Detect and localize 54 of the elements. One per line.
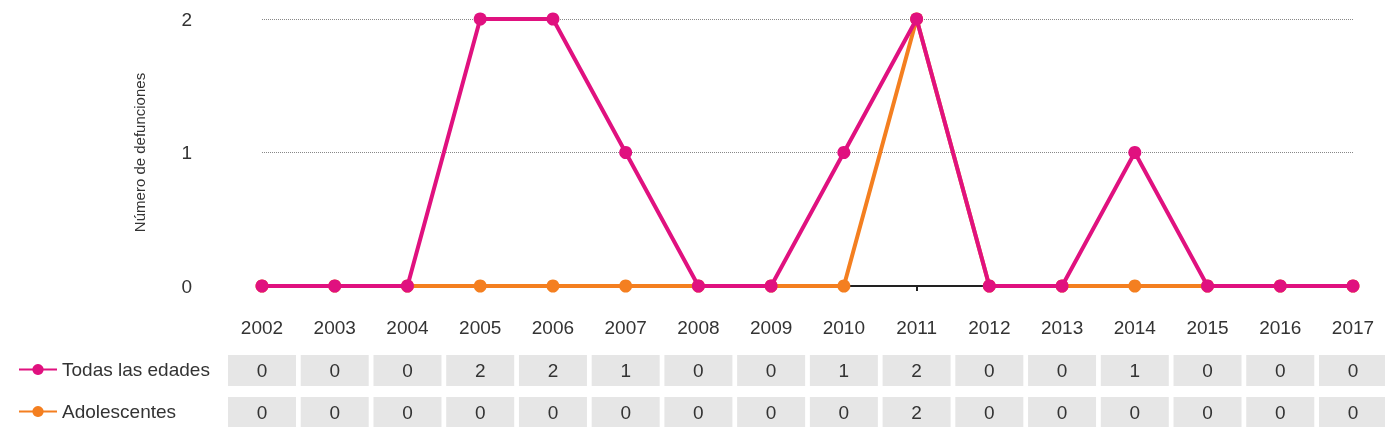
x-tick-label: 2003 — [313, 317, 356, 338]
data-label: 0 — [984, 402, 995, 423]
x-tick-label: 2017 — [1331, 317, 1375, 338]
data-label: 0 — [1202, 360, 1213, 381]
x-tick-label: 2006 — [531, 317, 575, 338]
x-tick-label: 2016 — [1259, 317, 1302, 338]
data-label: 2 — [911, 360, 922, 381]
data-label: 0 — [256, 360, 268, 381]
data-label: 0 — [1056, 402, 1068, 423]
legend-label: Adolescentes — [62, 401, 177, 422]
x-tick-label: 2015 — [1186, 317, 1229, 338]
data-label: 0 — [765, 402, 777, 423]
data-label: 2 — [474, 360, 486, 381]
y-tick-label: 0 — [181, 275, 192, 297]
data-label: 0 — [474, 402, 486, 423]
x-tick-label: 2008 — [677, 317, 720, 338]
data-label: 1 — [1129, 360, 1141, 381]
data-label: 0 — [329, 360, 341, 381]
x-tick-label: 2009 — [749, 317, 793, 338]
data-label: 0 — [620, 402, 631, 423]
x-tick-label: 2011 — [896, 317, 938, 338]
x-tick-label: 2010 — [822, 317, 866, 338]
data-label: 0 — [838, 402, 850, 423]
data-label: 0 — [1347, 360, 1359, 381]
x-tick-label: 2013 — [1040, 317, 1084, 338]
data-label: 0 — [1347, 402, 1359, 423]
y-tick-label: 2 — [181, 8, 192, 30]
x-tick-label: 2007 — [604, 317, 647, 338]
data-label: 0 — [984, 360, 995, 381]
x-tick-label: 2012 — [968, 317, 1011, 338]
x-tick-label: 2002 — [240, 317, 284, 338]
data-label: 0 — [256, 402, 268, 423]
data-label: 0 — [693, 360, 704, 381]
x-tick-label: 2004 — [386, 317, 430, 338]
x-tick-label: 2014 — [1113, 317, 1157, 338]
data-label: 2 — [547, 360, 559, 381]
data-label: 0 — [1274, 402, 1286, 423]
x-tick-label: 2005 — [459, 317, 502, 338]
data-label: 1 — [838, 360, 850, 381]
data-label: 0 — [1202, 402, 1213, 423]
data-label: 0 — [765, 360, 777, 381]
data-label: 0 — [1056, 360, 1068, 381]
data-label: 0 — [402, 360, 413, 381]
data-label: 0 — [547, 402, 559, 423]
y-tick-label: 1 — [181, 142, 192, 163]
data-label: 1 — [620, 360, 631, 381]
data-label: 0 — [693, 402, 704, 423]
data-label: 0 — [1129, 402, 1141, 423]
y-axis-title: Número de defunciones — [131, 72, 148, 233]
legend-label: Todas las edades — [62, 359, 210, 380]
data-label: 0 — [329, 402, 341, 423]
data-label: 0 — [402, 402, 413, 423]
data-label: 2 — [911, 402, 922, 423]
data-label: 0 — [1274, 360, 1286, 381]
